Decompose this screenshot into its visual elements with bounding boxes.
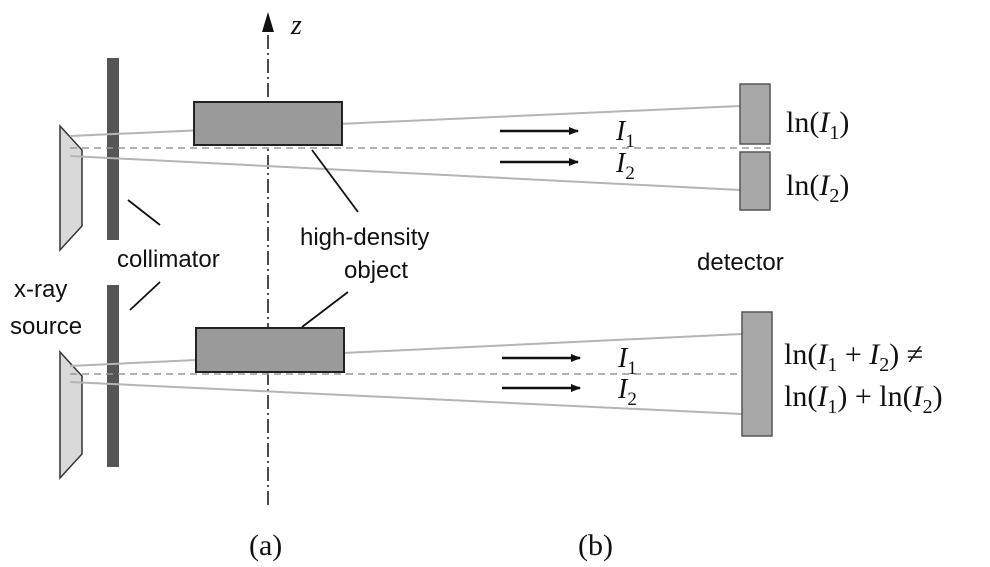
object-leader-bottom (301, 291, 349, 328)
object-leader-top (311, 149, 359, 213)
ray-top-lower (69, 155, 741, 191)
ray-top-upper (69, 105, 741, 137)
caption-a: (a) (249, 529, 282, 562)
equation-bottom-line2: ln(I1) + ln(I2) (784, 380, 943, 418)
collimator-leader-bottom (129, 281, 161, 311)
detector-label: detector (697, 249, 784, 276)
xray-source-bottom (59, 350, 83, 480)
detector-top-2 (739, 151, 771, 211)
object-label-line1: high-density (300, 224, 429, 251)
ray-bottom-lower (69, 381, 743, 415)
object-label-line2: object (344, 257, 408, 284)
beam-label-top-i1: I1 (615, 116, 635, 152)
detector-top-1 (739, 83, 771, 145)
equation-top-1: ln(I1) (786, 106, 849, 144)
ray-bottom-upper (69, 333, 743, 367)
beam-label-bottom-i1: I1 (617, 343, 637, 379)
collimator-label: collimator (117, 246, 220, 273)
equation-bottom-line1: ln(I1 + I2) ≠ (784, 338, 923, 376)
z-axis-label: z (290, 10, 302, 41)
collimator-bottom (107, 285, 119, 467)
collimator-top (107, 58, 119, 240)
detector-bottom (741, 311, 773, 437)
beam-label-top-i2: I2 (615, 148, 635, 184)
xray-source-label-line1: x-ray (14, 276, 67, 303)
high-density-object-bottom (195, 327, 345, 373)
beam-label-bottom-i2: I2 (617, 374, 637, 410)
xray-source-label-line2: source (10, 313, 82, 340)
collimator-leader-top (127, 199, 161, 226)
high-density-object-top (193, 101, 343, 146)
z-axis-arrowhead (262, 12, 274, 32)
xray-source-top (59, 124, 83, 252)
caption-b: (b) (578, 529, 613, 562)
equation-top-2: ln(I2) (786, 169, 849, 207)
